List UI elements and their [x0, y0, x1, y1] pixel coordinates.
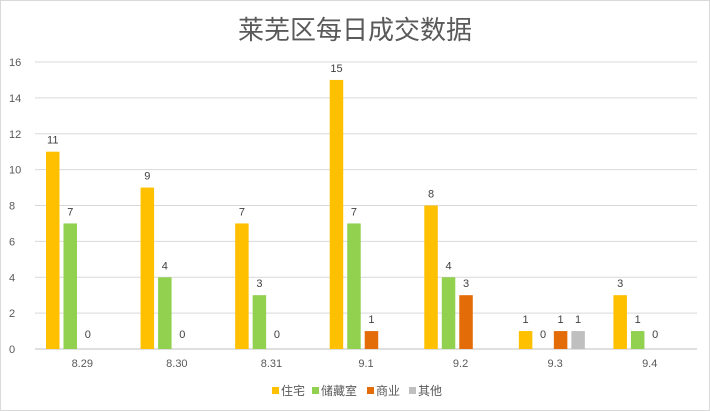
legend-swatch	[272, 387, 279, 394]
y-tick-label: 12	[9, 129, 21, 141]
data-label: 3	[463, 278, 469, 290]
bar-商业	[459, 295, 473, 349]
x-tick-label: 8.29	[72, 358, 93, 370]
bar-储藏室	[158, 277, 172, 349]
bar-储藏室	[347, 223, 361, 349]
y-tick-label: 4	[9, 272, 15, 284]
x-tick-label: 8.30	[166, 358, 187, 370]
bar-住宅	[235, 223, 249, 349]
legend-label: 住宅	[281, 383, 305, 398]
data-label: 1	[523, 314, 529, 326]
bar-储藏室	[441, 277, 456, 349]
bar-储藏室	[630, 331, 645, 349]
y-tick-label: 16	[9, 57, 21, 69]
data-label: 3	[256, 278, 262, 290]
data-label: 0	[85, 329, 91, 341]
bar-住宅	[518, 331, 533, 349]
data-label: 7	[67, 206, 73, 218]
bar-住宅	[46, 151, 60, 349]
x-tick-label: 9.1	[358, 358, 373, 370]
data-label: 7	[351, 206, 357, 218]
data-label: 1	[635, 314, 641, 326]
y-tick-label: 14	[9, 93, 21, 105]
y-tick-label: 0	[9, 344, 15, 356]
x-tick-label: 9.4	[642, 358, 657, 370]
bar-储藏室	[252, 295, 267, 349]
y-tick-label: 2	[9, 308, 15, 320]
bar-商业	[553, 331, 568, 349]
legend: 住宅 储藏室 商业 其他	[272, 383, 442, 398]
bar-储藏室	[63, 223, 77, 349]
bar-住宅	[140, 187, 155, 349]
x-tick-label: 9.2	[453, 358, 468, 370]
data-label: 8	[428, 189, 434, 201]
data-label: 0	[652, 329, 658, 341]
data-label: 15	[330, 63, 342, 75]
x-axis-ticks: 8.29 8.30 8.31 9.1 9.2 9.3 9.4	[72, 358, 658, 370]
data-label: 4	[445, 260, 451, 272]
y-tick-label: 8	[9, 201, 15, 213]
legend-label: 其他	[418, 384, 442, 398]
data-label: 11	[47, 135, 58, 147]
legend-swatch	[409, 387, 416, 394]
bar-住宅	[329, 79, 344, 349]
bar-商业	[364, 331, 379, 349]
y-axis-ticks: 0 2 4 6 8 10 12 14 16	[9, 57, 21, 356]
bars	[46, 79, 645, 349]
data-label: 1	[575, 314, 581, 326]
legend-swatch	[312, 387, 319, 394]
data-label: 9	[144, 171, 150, 183]
data-label: 3	[617, 278, 623, 290]
data-label: 1	[558, 314, 564, 326]
data-label: 0	[540, 329, 546, 341]
x-tick-label: 9.3	[547, 358, 562, 370]
data-label: 0	[179, 329, 185, 341]
bar-住宅	[424, 205, 438, 349]
legend-swatch	[367, 387, 374, 394]
chart-title: 莱芜区每日成交数据	[238, 16, 472, 46]
gridlines	[35, 61, 697, 350]
bar-住宅	[613, 295, 627, 349]
y-tick-label: 10	[9, 165, 21, 177]
data-label: 0	[274, 329, 280, 341]
y-tick-label: 6	[9, 236, 15, 248]
x-tick-label: 8.31	[261, 358, 282, 370]
data-label: 7	[239, 206, 245, 218]
legend-label: 商业	[376, 383, 400, 398]
legend-label: 储藏室	[321, 383, 357, 398]
bar-其他	[571, 331, 585, 349]
data-label: 4	[162, 260, 168, 272]
data-label: 1	[368, 314, 374, 326]
